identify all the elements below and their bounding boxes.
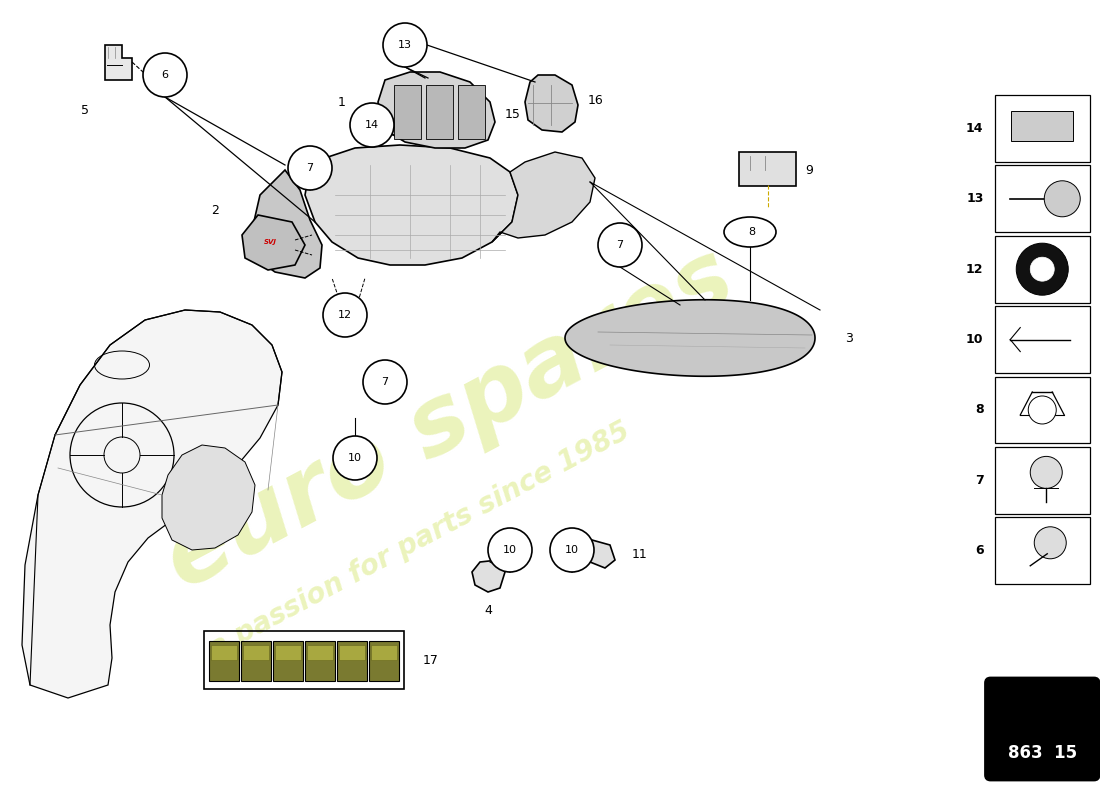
Circle shape	[143, 53, 187, 97]
FancyBboxPatch shape	[368, 641, 399, 681]
FancyBboxPatch shape	[339, 645, 365, 660]
Text: 8: 8	[975, 403, 983, 417]
Text: 7: 7	[975, 474, 983, 487]
Text: 10: 10	[503, 545, 517, 555]
Polygon shape	[22, 310, 282, 698]
Text: 1: 1	[338, 95, 345, 109]
Text: 12: 12	[966, 262, 983, 276]
FancyBboxPatch shape	[275, 645, 301, 660]
FancyBboxPatch shape	[337, 641, 367, 681]
Text: 15: 15	[505, 109, 521, 122]
FancyBboxPatch shape	[211, 645, 236, 660]
Text: 9: 9	[805, 163, 813, 177]
Text: 10: 10	[966, 333, 983, 346]
Text: 863  15: 863 15	[1008, 744, 1077, 762]
Text: euro spares: euro spares	[150, 231, 750, 609]
FancyBboxPatch shape	[307, 645, 333, 660]
Polygon shape	[305, 145, 518, 265]
Circle shape	[323, 293, 367, 337]
Circle shape	[363, 360, 407, 404]
Circle shape	[383, 23, 427, 67]
Text: 12: 12	[338, 310, 352, 320]
Text: 13: 13	[966, 192, 983, 206]
Circle shape	[350, 103, 394, 147]
Text: 7: 7	[616, 240, 624, 250]
Circle shape	[1044, 181, 1080, 217]
Text: 14: 14	[365, 120, 380, 130]
Circle shape	[488, 528, 532, 572]
Text: 2: 2	[211, 203, 219, 217]
Text: 5: 5	[81, 103, 89, 117]
FancyBboxPatch shape	[739, 152, 796, 186]
Text: 7: 7	[307, 163, 314, 173]
Ellipse shape	[724, 217, 776, 247]
Circle shape	[1031, 456, 1063, 488]
FancyBboxPatch shape	[394, 85, 421, 139]
Text: 10: 10	[348, 453, 362, 463]
FancyBboxPatch shape	[273, 641, 303, 681]
Circle shape	[598, 223, 642, 267]
Circle shape	[550, 528, 594, 572]
Polygon shape	[472, 560, 505, 592]
FancyBboxPatch shape	[986, 678, 1099, 780]
Text: 16: 16	[588, 94, 604, 106]
Text: SVJ: SVJ	[264, 239, 276, 245]
Text: 10: 10	[565, 545, 579, 555]
Polygon shape	[378, 72, 495, 148]
Text: a passion for parts since 1985: a passion for parts since 1985	[205, 417, 635, 663]
Text: 4: 4	[484, 603, 492, 617]
FancyBboxPatch shape	[243, 645, 270, 660]
Circle shape	[1028, 396, 1056, 424]
Polygon shape	[525, 75, 578, 132]
Text: 6: 6	[162, 70, 168, 80]
FancyBboxPatch shape	[305, 641, 336, 681]
Polygon shape	[585, 540, 615, 568]
Circle shape	[333, 436, 377, 480]
Text: 7: 7	[382, 377, 388, 387]
Polygon shape	[104, 45, 132, 80]
Polygon shape	[565, 300, 815, 376]
Polygon shape	[162, 445, 255, 550]
FancyBboxPatch shape	[1011, 111, 1074, 142]
FancyBboxPatch shape	[371, 645, 397, 660]
FancyBboxPatch shape	[458, 85, 485, 139]
Text: 14: 14	[966, 122, 983, 135]
Polygon shape	[242, 215, 305, 270]
FancyBboxPatch shape	[241, 641, 271, 681]
Text: 3: 3	[845, 331, 853, 345]
FancyBboxPatch shape	[426, 85, 453, 139]
FancyBboxPatch shape	[209, 641, 239, 681]
Text: 13: 13	[398, 40, 412, 50]
Polygon shape	[492, 152, 595, 242]
Circle shape	[1034, 526, 1066, 558]
Text: 8: 8	[748, 227, 756, 237]
Polygon shape	[252, 170, 322, 278]
Text: 11: 11	[632, 549, 648, 562]
Circle shape	[1031, 257, 1054, 281]
Text: 17: 17	[424, 654, 439, 667]
Text: 6: 6	[975, 544, 983, 558]
Circle shape	[288, 146, 332, 190]
Circle shape	[1016, 243, 1068, 295]
